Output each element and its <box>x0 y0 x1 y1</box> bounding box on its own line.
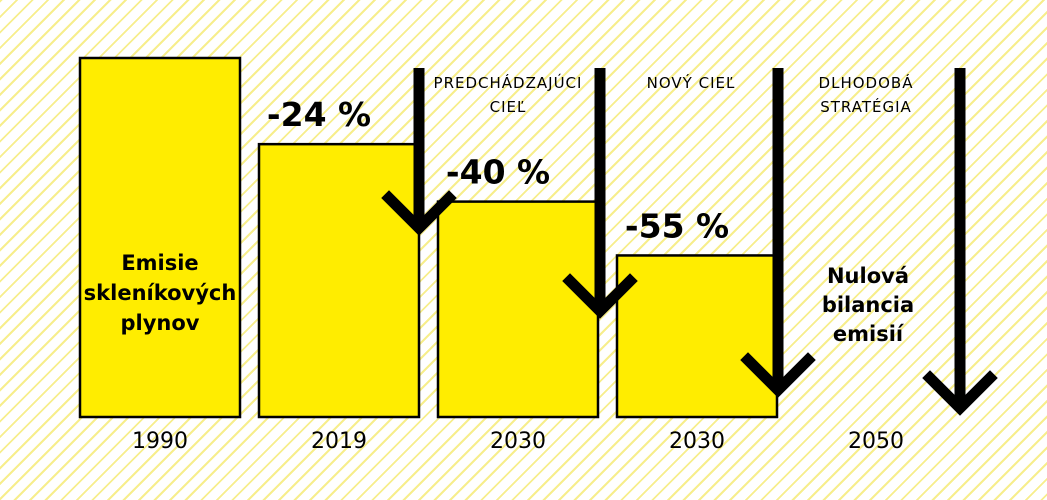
caption: DLHODOBÁ <box>819 73 914 92</box>
year-label: 2019 <box>311 429 367 454</box>
caption: PREDCHÁDZAJÚCI <box>434 73 583 92</box>
caption: STRATÉGIA <box>820 97 912 116</box>
net-zero-label: emisií <box>833 322 905 346</box>
year-label: 1990 <box>132 429 188 454</box>
base-bar-label: skleníkových <box>84 281 237 305</box>
arrow-head-1 <box>562 273 638 319</box>
bar-2030-3 <box>615 254 779 419</box>
net-zero-label: bilancia <box>822 293 914 317</box>
bar-2019-1 <box>257 142 421 419</box>
change-label: -24 % <box>267 95 371 134</box>
arrow-head-3 <box>922 370 998 416</box>
arrow-head-0 <box>381 190 457 236</box>
net-zero-label: Nulová <box>827 264 909 288</box>
bar-1990-0 <box>78 56 242 419</box>
change-label: -55 % <box>625 206 729 245</box>
base-bar-label: Emisie <box>121 251 198 275</box>
change-label: -40 % <box>446 153 550 192</box>
year-label: 2030 <box>490 429 546 454</box>
year-label: 2030 <box>669 429 725 454</box>
bar-2030-2 <box>436 200 600 419</box>
caption: CIEĽ <box>490 98 527 116</box>
arrow-head-2 <box>740 352 816 398</box>
year-label: 2050 <box>848 429 904 454</box>
caption: NOVÝ CIEĽ <box>647 73 736 92</box>
base-bar-label: plynov <box>121 311 200 335</box>
